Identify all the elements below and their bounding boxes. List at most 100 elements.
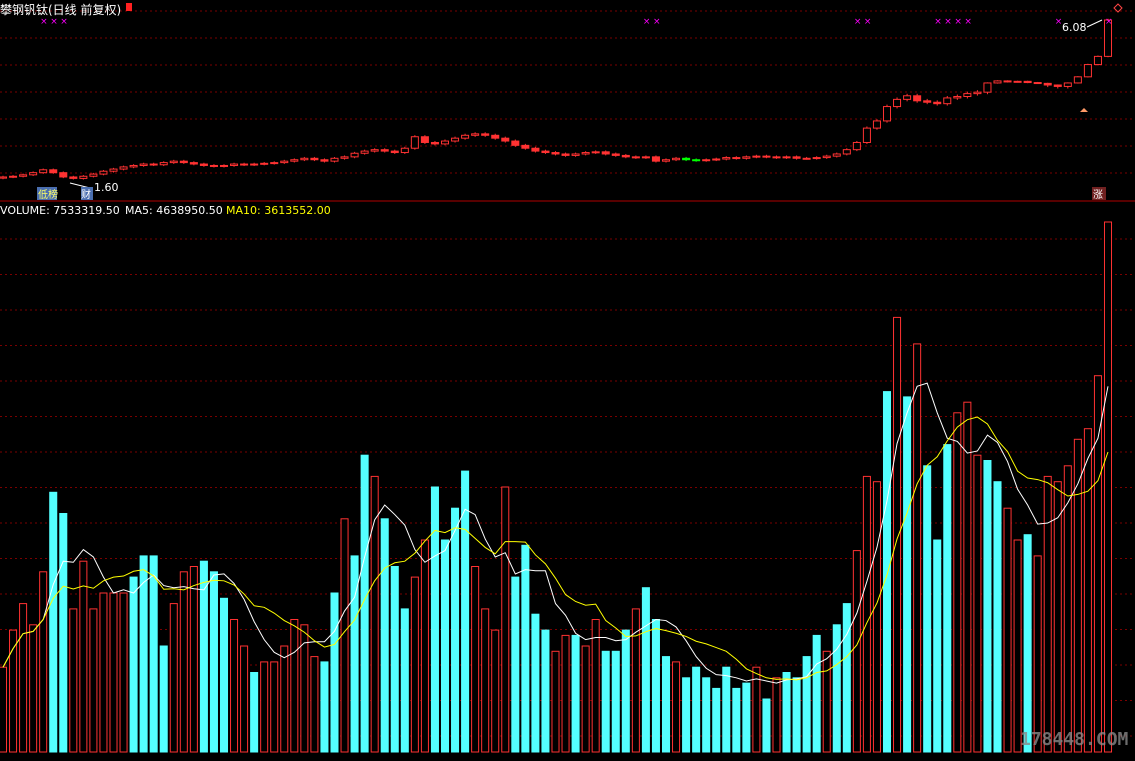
candle-body [561, 153, 570, 156]
candle-body [872, 120, 881, 129]
candle-body [390, 150, 399, 154]
signal-marker: × [653, 17, 661, 27]
candle-body [882, 106, 892, 122]
volume-bar [661, 656, 671, 753]
volume-bar [1073, 438, 1082, 753]
volume-bar [59, 513, 68, 753]
diamond-icon [1113, 3, 1123, 13]
volume-bar [893, 316, 902, 753]
candle-body [712, 158, 721, 161]
badge-cai: 财 [81, 188, 91, 201]
volume-bar [1013, 539, 1022, 753]
candle-body [159, 162, 168, 166]
candle-body [1083, 64, 1092, 78]
volume-bar [782, 672, 791, 753]
candle-body [0, 176, 8, 179]
volume-bar [802, 656, 811, 753]
volume-bar [963, 401, 972, 753]
legend-ma5: MA5: 4638950.50 [125, 204, 223, 217]
volume-bar [822, 650, 831, 753]
volume-bar [1103, 221, 1113, 753]
candle-body [832, 153, 841, 157]
candle-body [672, 157, 681, 161]
candle-body [380, 149, 389, 152]
volume-bar [330, 592, 339, 753]
volume-bar [903, 396, 912, 753]
volume-bar [39, 571, 48, 753]
volume-bar [89, 608, 98, 753]
volume-bar [310, 656, 319, 753]
volume-bar [99, 592, 108, 753]
candle-body [1003, 80, 1012, 83]
candle-body [611, 153, 620, 156]
price-high-pointer [1086, 19, 1103, 28]
candle-body [772, 156, 781, 159]
volume-bar [119, 592, 128, 753]
volume-bar [882, 391, 892, 753]
signal-marker: × [1055, 17, 1063, 27]
candle-body [983, 82, 992, 93]
candle-body [109, 168, 118, 172]
volume-bar [641, 587, 650, 753]
candle-body [199, 163, 208, 166]
candle-body [862, 127, 871, 143]
candle-body [219, 164, 229, 167]
candle-body [471, 133, 480, 136]
candle-body [541, 150, 550, 154]
volume-bar [993, 481, 1002, 753]
candle-body [531, 147, 540, 152]
volume-bar [933, 539, 942, 753]
candle-body [280, 160, 289, 164]
volume-bar [350, 555, 359, 753]
candle-body [521, 144, 530, 149]
price-low-label: 1.60 [94, 181, 119, 194]
volume-bar [621, 629, 630, 753]
candle-body [842, 149, 851, 155]
candle-body [149, 163, 158, 166]
candle-body [742, 156, 751, 159]
candle-body [601, 151, 610, 155]
volume-bar [29, 624, 38, 753]
candle-body [1043, 82, 1052, 86]
volume-bar [260, 661, 269, 753]
volume-bar [400, 608, 409, 753]
candle-body [99, 170, 108, 175]
candle-body [330, 157, 339, 162]
candle-body [189, 162, 198, 165]
volume-bar [842, 603, 851, 753]
candle-body [1053, 84, 1062, 87]
volume-bar [631, 608, 640, 753]
candle-body [260, 162, 269, 165]
volume-bar [581, 645, 590, 753]
candle-body [270, 162, 279, 165]
volume-bar [471, 566, 480, 753]
candle-body [903, 95, 912, 100]
volume-bar [219, 597, 229, 753]
candle-body [661, 159, 671, 162]
candle-body [400, 147, 409, 154]
triangle-up-icon [1080, 108, 1088, 112]
candle-body [59, 172, 68, 178]
volume-bar [832, 624, 841, 753]
volume-bar [440, 539, 450, 753]
candle-body [973, 91, 982, 95]
volume-bar [390, 566, 399, 753]
signal-markers: × × × × × × × × × × × × × [40, 17, 1112, 27]
candle-body [933, 101, 942, 105]
volume-bar [601, 650, 610, 753]
candle-body [119, 166, 128, 170]
volume-bar [250, 672, 259, 753]
volume-bar [420, 539, 429, 753]
volume-bar [360, 454, 369, 753]
volume-bar [370, 475, 379, 753]
volume-bar [812, 634, 821, 753]
watermark: 178448.COM [1020, 729, 1129, 750]
volume-bar [531, 613, 540, 753]
candle-body [621, 154, 630, 158]
volume-bar [430, 486, 439, 753]
candle-body [230, 163, 239, 166]
badge-zhang: 涨 [1093, 189, 1103, 201]
candle-body [752, 155, 761, 158]
volume-bar [511, 576, 520, 753]
